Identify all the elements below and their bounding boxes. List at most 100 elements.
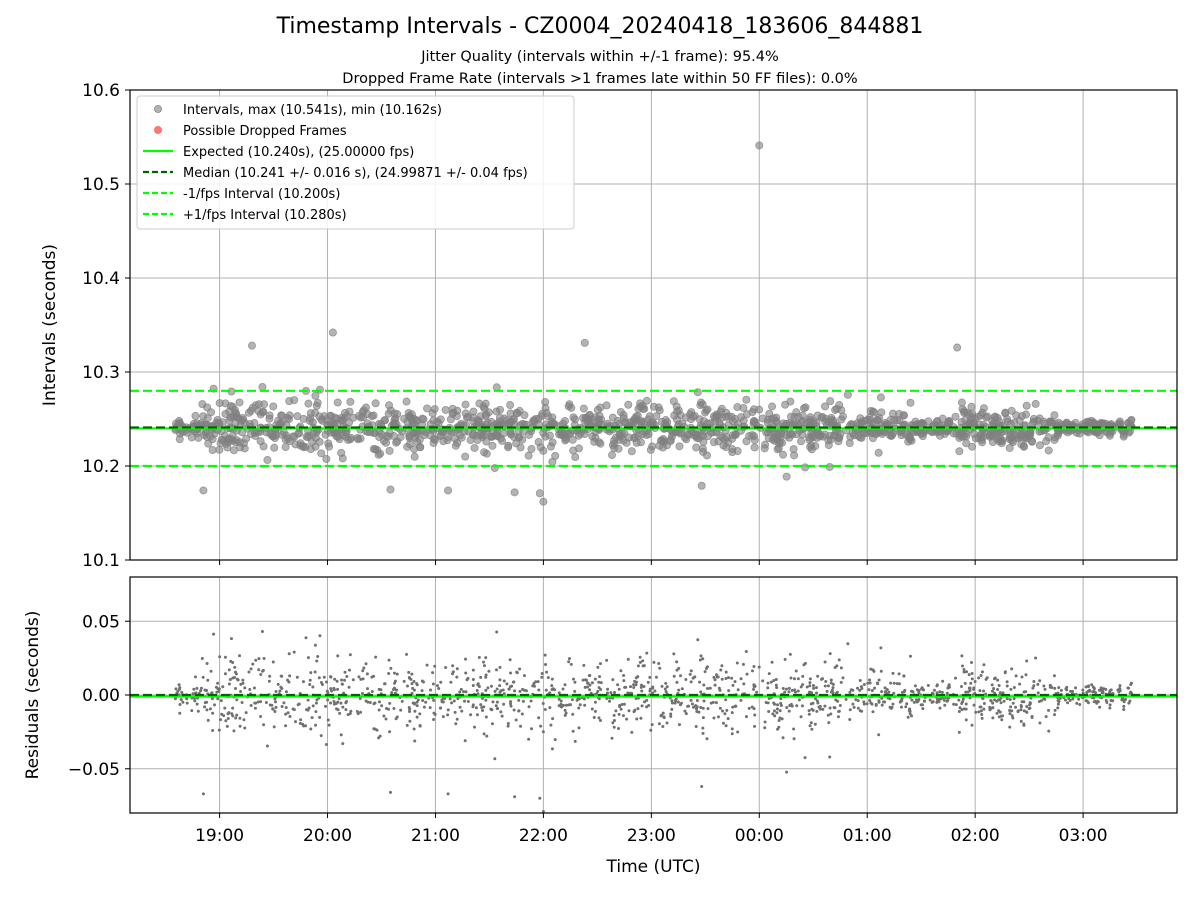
residual-point: [1108, 706, 1112, 710]
residual-point: [513, 795, 517, 799]
residual-point: [997, 715, 1001, 719]
legend: Intervals, max (10.541s), min (10.162s) P…: [136, 95, 575, 230]
x-tick-label: 21:00: [411, 826, 460, 846]
residual-point: [612, 713, 616, 717]
residual-point: [880, 703, 884, 707]
residual-point: [453, 710, 457, 714]
residual-point: [567, 657, 571, 661]
residual-point: [550, 677, 554, 681]
residual-point: [209, 669, 213, 673]
residual-point: [479, 703, 483, 707]
interval-point: [728, 431, 737, 440]
residual-point: [650, 723, 654, 727]
residual-point: [736, 730, 740, 734]
residual-point: [267, 679, 271, 683]
y-tick-label: 10.1: [82, 551, 120, 571]
residual-point: [235, 677, 239, 681]
residual-point: [1001, 691, 1005, 695]
interval-point: [248, 403, 257, 412]
residual-point: [304, 724, 308, 728]
residual-point: [783, 657, 787, 661]
residual-point: [716, 675, 720, 679]
residual-point: [392, 706, 396, 710]
interval-point: [507, 417, 516, 426]
residual-point: [400, 699, 404, 703]
residual-point: [382, 714, 386, 718]
residual-point: [654, 675, 658, 679]
residual-point: [992, 677, 996, 681]
residual-point: [1036, 682, 1040, 686]
residual-point: [537, 716, 541, 720]
residual-point: [413, 739, 417, 743]
residual-point: [1025, 704, 1029, 708]
residual-point: [787, 690, 791, 694]
residual-point: [402, 679, 406, 683]
residual-point: [879, 669, 883, 673]
residual-point: [238, 724, 242, 728]
residual-point: [952, 702, 956, 706]
residual-point: [741, 662, 745, 666]
interval-point: [835, 401, 844, 410]
residual-point: [365, 672, 369, 676]
residual-point: [690, 702, 694, 706]
residual-point: [767, 710, 771, 714]
residual-point: [345, 675, 349, 679]
residual-point: [646, 680, 650, 684]
residual-point: [347, 685, 351, 689]
interval-point: [231, 408, 240, 417]
residual-point: [974, 710, 978, 714]
residual-point: [273, 710, 277, 714]
residual-point: [742, 682, 746, 686]
residual-point: [1011, 701, 1015, 705]
residual-point: [498, 678, 502, 682]
residual-point: [597, 686, 601, 690]
interval-point: [308, 418, 317, 427]
residual-point: [854, 698, 858, 702]
residual-point: [192, 687, 196, 691]
interval-point: [779, 450, 788, 459]
residual-point: [921, 688, 925, 692]
residual-point: [725, 708, 729, 712]
residual-point: [199, 689, 203, 693]
residual-point: [584, 678, 588, 682]
residual-point: [734, 704, 738, 708]
residual-point: [796, 689, 800, 693]
interval-point: [797, 418, 806, 427]
residual-point: [632, 710, 636, 714]
residual-points: [173, 629, 1134, 814]
interval-point: [278, 430, 287, 439]
residual-point: [781, 736, 785, 740]
interval-point: [616, 408, 625, 417]
residual-point: [663, 687, 667, 691]
residual-point: [232, 729, 236, 733]
interval-point: [1050, 411, 1059, 420]
residual-point: [484, 698, 488, 702]
residual-point: [325, 689, 329, 693]
residual-point: [991, 716, 995, 720]
residual-point: [333, 677, 337, 681]
residual-point: [490, 722, 494, 726]
interval-point: [571, 453, 580, 462]
residual-point: [322, 675, 326, 679]
residual-point: [465, 678, 469, 682]
residual-point: [395, 715, 399, 719]
residual-point: [240, 700, 244, 704]
residual-point: [677, 723, 681, 727]
interval-point: [722, 443, 731, 452]
residual-point: [431, 671, 435, 675]
residual-point: [1020, 700, 1024, 704]
residual-point: [970, 677, 974, 681]
residual-point: [846, 642, 850, 646]
residual-point: [766, 686, 770, 690]
interval-point: [306, 409, 315, 418]
residual-point: [393, 681, 397, 685]
residual-point: [541, 730, 545, 734]
interval-point: [974, 434, 983, 443]
residual-point: [636, 664, 640, 668]
residual-point: [1005, 684, 1009, 688]
residual-point: [506, 722, 510, 726]
interval-point: [733, 403, 742, 412]
interval-point: [1115, 419, 1124, 428]
residual-point: [210, 691, 214, 695]
residual-point: [206, 678, 210, 682]
